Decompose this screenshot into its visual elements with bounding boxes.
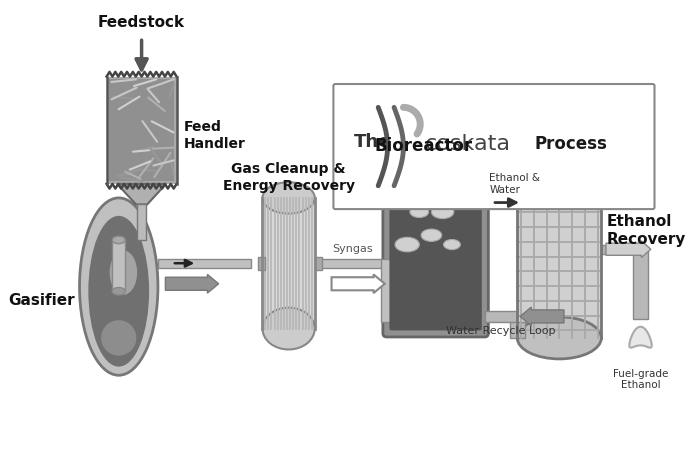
Ellipse shape <box>395 237 419 252</box>
Bar <box>601 245 620 254</box>
Ellipse shape <box>406 191 432 209</box>
FancyArrow shape <box>520 307 564 326</box>
Ellipse shape <box>263 308 315 349</box>
Ellipse shape <box>416 163 441 180</box>
Bar <box>106 76 177 184</box>
FancyBboxPatch shape <box>383 157 489 337</box>
Text: Process: Process <box>534 135 607 153</box>
Ellipse shape <box>88 216 149 366</box>
FancyBboxPatch shape <box>334 84 655 209</box>
Ellipse shape <box>112 236 125 244</box>
Bar <box>158 259 252 268</box>
FancyArrow shape <box>332 274 385 293</box>
FancyArrow shape <box>165 274 219 293</box>
Text: Gasifier: Gasifier <box>8 293 75 308</box>
Ellipse shape <box>79 198 158 375</box>
Text: Feed
Handler: Feed Handler <box>184 120 246 151</box>
Bar <box>315 256 322 270</box>
Bar <box>263 198 315 328</box>
FancyBboxPatch shape <box>389 164 482 330</box>
Ellipse shape <box>429 179 457 198</box>
Text: Ethanol &
Water: Ethanol & Water <box>489 174 540 195</box>
Bar <box>510 322 525 338</box>
Text: Feedstock: Feedstock <box>98 15 185 30</box>
Bar <box>258 256 265 270</box>
Bar <box>318 259 386 268</box>
FancyArrow shape <box>606 241 651 258</box>
Bar <box>109 79 174 181</box>
Bar <box>381 260 392 322</box>
Ellipse shape <box>432 205 454 218</box>
Ellipse shape <box>386 175 424 202</box>
Bar <box>484 197 517 208</box>
Ellipse shape <box>430 184 445 193</box>
Text: coskata: coskata <box>425 134 511 154</box>
Ellipse shape <box>517 140 601 181</box>
Ellipse shape <box>400 165 419 178</box>
Text: Syngas: Syngas <box>333 244 373 254</box>
Text: Water Recycle Loop: Water Recycle Loop <box>446 326 556 336</box>
Ellipse shape <box>263 182 315 213</box>
Ellipse shape <box>110 251 137 295</box>
Ellipse shape <box>410 173 442 195</box>
Polygon shape <box>629 327 652 348</box>
Bar <box>633 249 648 319</box>
Text: Ethanol
Recovery: Ethanol Recovery <box>607 214 686 247</box>
Bar <box>112 240 125 291</box>
Ellipse shape <box>112 288 125 295</box>
Ellipse shape <box>410 206 429 218</box>
Ellipse shape <box>422 192 445 207</box>
Bar <box>484 311 517 322</box>
Polygon shape <box>117 184 166 204</box>
Ellipse shape <box>101 320 136 356</box>
Text: Gas Cleanup &
Energy Recovery: Gas Cleanup & Energy Recovery <box>222 163 354 193</box>
Bar <box>137 204 146 240</box>
Ellipse shape <box>443 240 460 250</box>
Text: Bioreactor: Bioreactor <box>375 137 473 155</box>
Ellipse shape <box>517 317 601 359</box>
Bar <box>517 161 601 338</box>
Ellipse shape <box>402 188 418 198</box>
Text: Fuel-grade
Ethanol: Fuel-grade Ethanol <box>613 369 668 390</box>
Ellipse shape <box>421 229 442 241</box>
Text: The: The <box>354 133 391 151</box>
